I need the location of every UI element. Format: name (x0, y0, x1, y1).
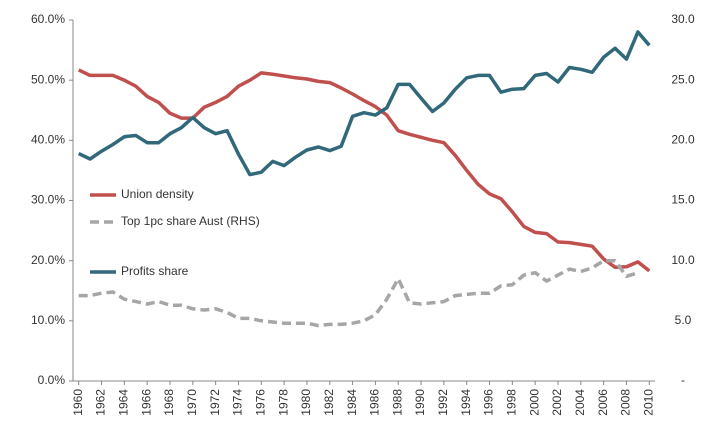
x-tick-label: 1960 (71, 389, 85, 416)
x-tick-label: 1992 (436, 389, 450, 416)
x-tick-label: 1994 (459, 389, 473, 416)
x-tick-label: 2008 (619, 389, 633, 416)
x-tick-label: 1966 (139, 389, 153, 416)
y-tick-label: 10.0% (31, 313, 65, 327)
x-tick-label: 1968 (162, 389, 176, 416)
x-tick-label: 1980 (299, 389, 313, 416)
x-tick-label: 2000 (527, 389, 541, 416)
y-tick-label: 30.0% (31, 193, 65, 207)
y2-tick-label: 15.0 (671, 193, 695, 207)
y2-tick-label: - (681, 373, 685, 387)
x-tick-label: 1964 (117, 389, 131, 416)
x-tick-label: 1996 (482, 389, 496, 416)
x-tick-label: 1976 (253, 389, 267, 416)
x-tick-label: 1982 (322, 389, 336, 416)
series-line (77, 30, 651, 177)
x-tick-label: 1984 (345, 389, 359, 416)
x-tick-label: 1986 (368, 389, 382, 416)
series-line (78, 258, 639, 328)
x-tick-label: 1962 (94, 389, 108, 416)
y-tick-label: 50.0% (31, 72, 65, 86)
x-tick-label: 1978 (276, 389, 290, 416)
x-tick-label: 1972 (208, 389, 222, 416)
x-tick-label: 2004 (573, 389, 587, 416)
legend-label: Union density (121, 187, 194, 201)
series-line (77, 68, 651, 273)
y2-tick-label: 10.0 (671, 253, 695, 267)
legend-label: Profits share (121, 264, 189, 278)
y2-tick-label: 30.0 (671, 12, 695, 26)
y-tick-label: 40.0% (31, 133, 65, 147)
x-tick-label: 1970 (185, 389, 199, 416)
y2-tick-label: 25.0 (671, 72, 695, 86)
legend-label: Top 1pc share Aust (RHS) (121, 214, 260, 228)
x-tick-label: 1990 (413, 389, 427, 416)
x-tick-label: 2002 (550, 389, 564, 416)
x-tick-label: 1974 (231, 389, 245, 416)
x-tick-label: 2010 (641, 389, 655, 416)
x-tick-label: 2006 (596, 389, 610, 416)
x-tick-label: 1998 (505, 389, 519, 416)
y-tick-label: 20.0% (31, 253, 65, 267)
y-tick-label: 0.0% (38, 373, 66, 387)
x-tick-label: 1988 (390, 389, 404, 416)
y-tick-label: 60.0% (31, 12, 65, 26)
y2-tick-label: 20.0 (671, 133, 695, 147)
y2-tick-label: 5.0 (675, 313, 692, 327)
